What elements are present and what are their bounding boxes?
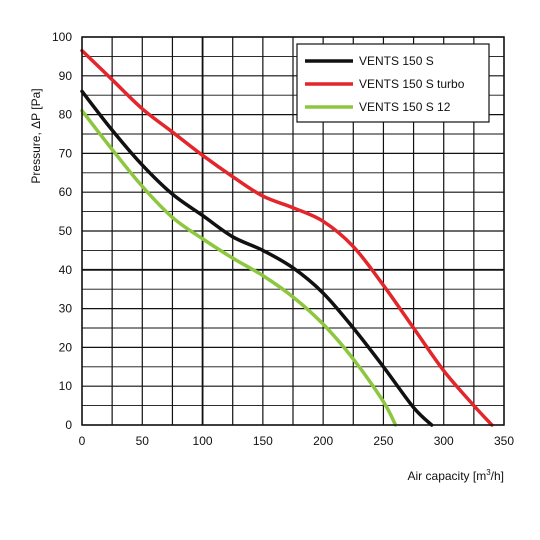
y-tick-label: 70 (59, 146, 73, 160)
legend-label: VENTS 150 S (359, 54, 434, 68)
y-tick-label: 30 (59, 302, 73, 316)
plot-frame (81, 36, 505, 426)
y-tick-label: 40 (59, 263, 73, 277)
series-lines (80, 48, 494, 427)
legend: VENTS 150 S VENTS 150 S turbo VENTS 150 S … (296, 43, 490, 123)
y-axis-title: Pressure, ΔP [Pa] (29, 88, 43, 183)
x-tick-label: 250 (373, 434, 393, 448)
y-tick-label: 0 (65, 418, 72, 432)
series-line-2 (80, 108, 398, 427)
x-axis-title: Air capacity [m3/h] (408, 468, 504, 483)
y-tick-label: 20 (59, 340, 73, 354)
y-tick-label: 10 (59, 379, 73, 393)
x-tick-label: 300 (434, 434, 454, 448)
series-line-1 (80, 48, 494, 427)
legend-label: VENTS 150 S 12 (359, 100, 451, 114)
x-axis-title-main: Air capacity [m (408, 469, 487, 483)
x-axis-ticks: 0 50 100 150 200 250 300 350 (79, 434, 515, 448)
x-axis-title-end: /h] (491, 469, 504, 483)
y-axis-ticks: 0 10 20 30 40 50 60 70 80 90 100 (52, 30, 72, 432)
y-tick-label: 90 (59, 69, 73, 83)
x-tick-label: 350 (494, 434, 514, 448)
x-tick-label: 200 (313, 434, 333, 448)
y-tick-label: 50 (59, 224, 73, 238)
x-tick-label: 0 (79, 434, 86, 448)
y-tick-label: 60 (59, 185, 73, 199)
y-tick-label: 100 (52, 30, 72, 44)
y-tick-label: 80 (59, 108, 73, 122)
x-axis-title-superscript: 3 (486, 468, 491, 477)
x-tick-label: 50 (136, 434, 150, 448)
x-tick-label: 100 (193, 434, 213, 448)
x-tick-label: 150 (253, 434, 273, 448)
legend-label: VENTS 150 S turbo (359, 77, 465, 91)
series-line-0 (80, 89, 434, 427)
